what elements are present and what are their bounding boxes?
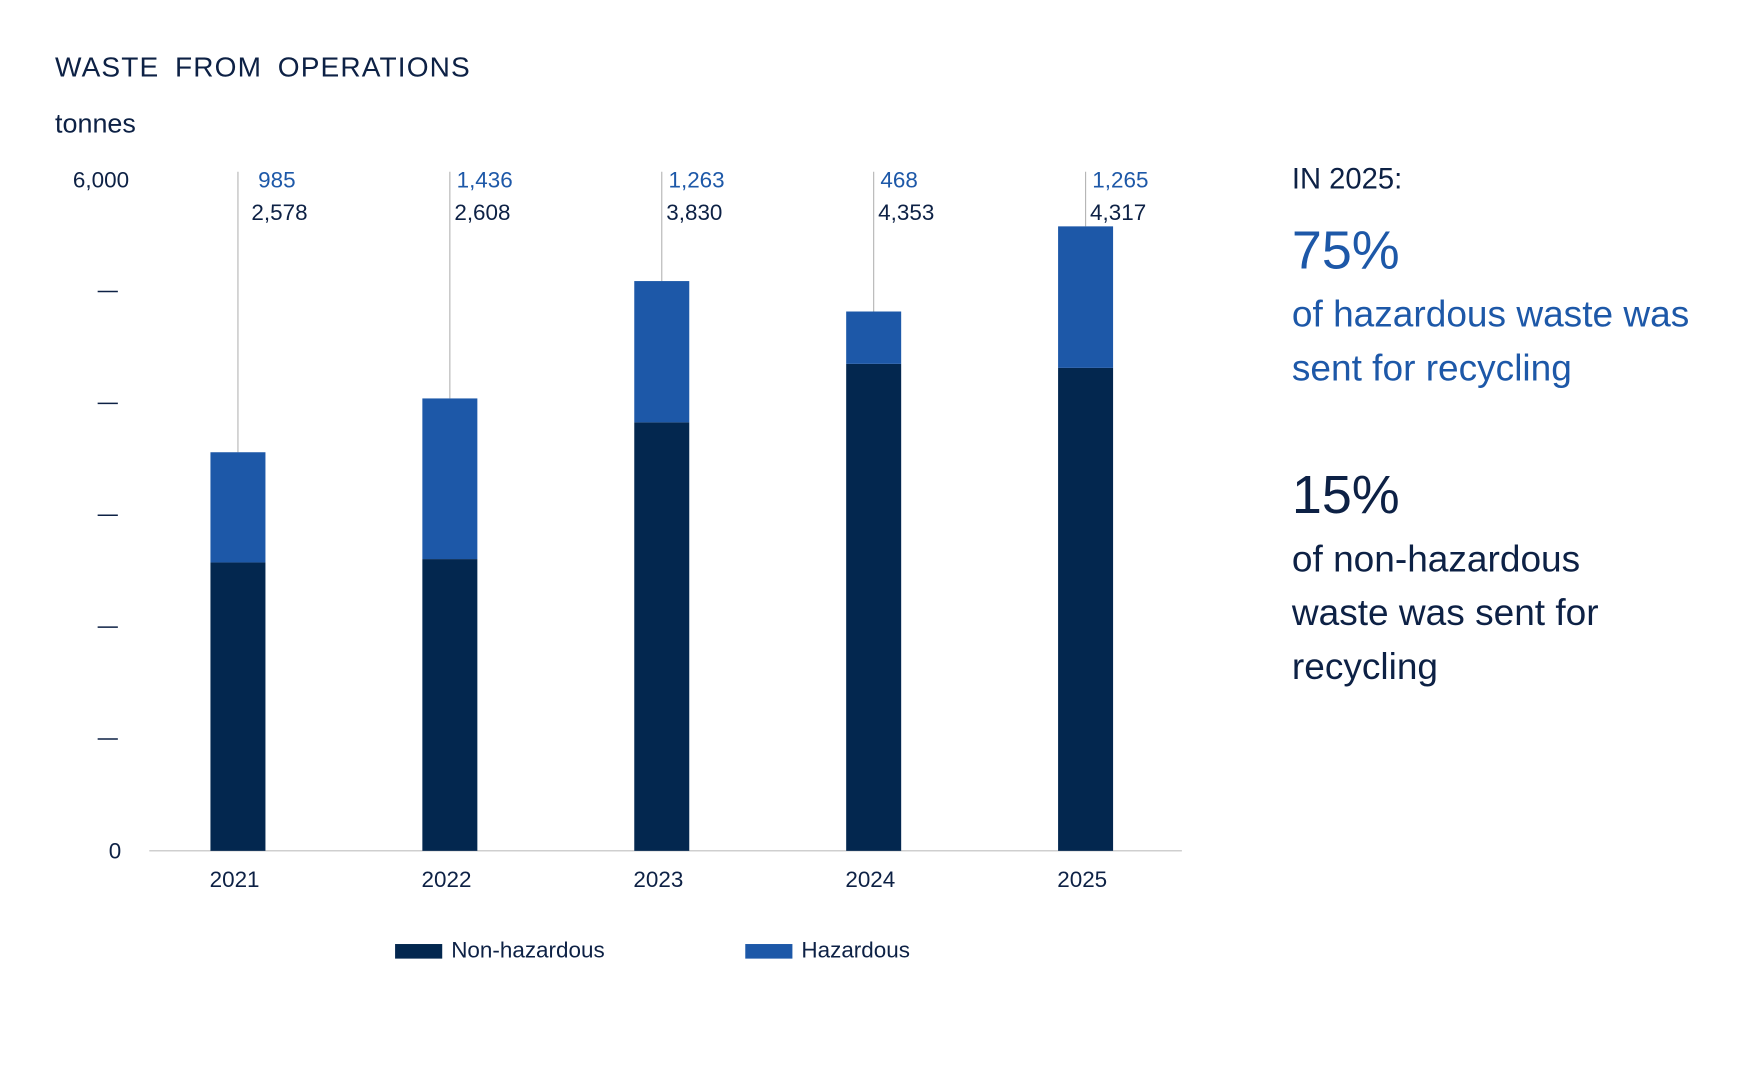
hazardous-recycling-text: of hazardous waste was sent for recyclin… [1291, 292, 1690, 389]
bar-non-hazardous-2022 [422, 559, 478, 851]
data-label-hazardous: 985 [258, 167, 295, 192]
data-label-non-hazardous: 4,317 [1090, 200, 1146, 225]
data-label-hazardous: 1,263 [669, 167, 725, 192]
bar-hazardous-2025 [1058, 226, 1114, 368]
hazardous-recycling-stat: 75% [1291, 221, 1400, 281]
legend-item-non-hazardous: Non-hazardous [395, 938, 605, 964]
bar-hazardous-2022 [422, 398, 478, 560]
bar-hazardous-2024 [846, 311, 902, 364]
data-label-hazardous: 468 [880, 167, 917, 192]
y-tick-label: 0 [109, 839, 121, 864]
bar-hazardous-2023 [634, 281, 690, 423]
bar-non-hazardous-2024 [846, 363, 902, 851]
bar-non-hazardous-2025 [1058, 367, 1114, 851]
side-heading: IN 2025: [1291, 161, 1403, 196]
data-label-hazardous: 1,436 [457, 167, 513, 192]
legend-swatch [395, 944, 443, 959]
y-axis-unit: tonnes [54, 108, 136, 140]
non-hazardous-recycling-stat: 15% [1291, 465, 1400, 526]
data-label-hazardous: 1,265 [1092, 167, 1148, 192]
legend-swatch [745, 944, 793, 959]
plot-area: 6,000 0 985 2,578 2021 1,436 2,608 2022 1,263 3,8… [73, 167, 1182, 892]
legend-item-hazardous: Hazardous [745, 938, 910, 964]
data-label-non-hazardous: 4,353 [878, 200, 934, 225]
legend-label: Hazardous [801, 938, 910, 964]
legend-label: Non-hazardous [451, 938, 605, 964]
non-hazardous-recycling-text: of non-hazardous waste was sent for recy… [1291, 537, 1599, 687]
x-tick-label: 2025 [1057, 867, 1107, 892]
bar-hazardous-2021 [210, 452, 266, 563]
x-tick-label: 2024 [845, 867, 895, 892]
x-tick-label: 2021 [210, 867, 260, 892]
x-tick-label: 2022 [422, 867, 472, 892]
data-label-non-hazardous: 3,830 [666, 200, 722, 225]
chart-title: WASTE FROM OPERATIONS [54, 51, 471, 84]
x-tick-label: 2023 [633, 867, 683, 892]
data-label-non-hazardous: 2,578 [251, 200, 307, 225]
bar-non-hazardous-2023 [634, 422, 690, 851]
y-tick-label: 6,000 [73, 167, 129, 192]
data-label-non-hazardous: 2,608 [454, 200, 510, 225]
bar-non-hazardous-2021 [210, 562, 266, 851]
